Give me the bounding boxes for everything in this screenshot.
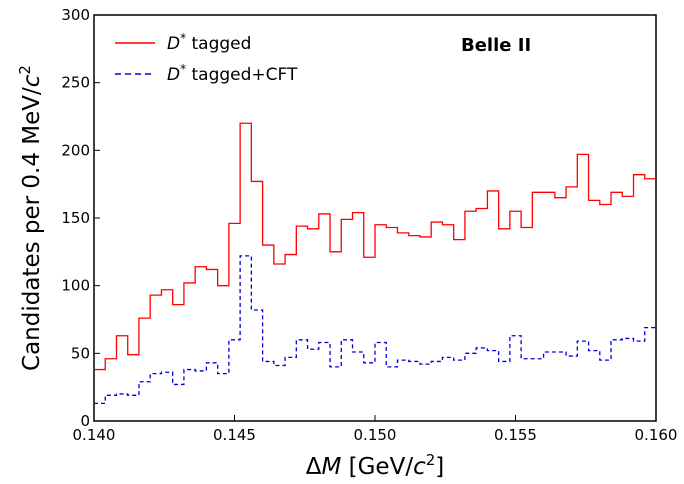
legend-label-d-star-tagged-cft: D* tagged+CFT xyxy=(167,62,298,85)
x-tick-label: 0.155 xyxy=(494,426,537,444)
y-tick-label: 100 xyxy=(61,277,90,295)
y-axis: 0 50 100 150 200 250 300 xyxy=(61,6,100,430)
x-tick-label: 0.150 xyxy=(354,426,397,444)
y-tick-label: 150 xyxy=(61,209,90,227)
y-tick-label: 0 xyxy=(80,412,90,430)
y-tick-label: 250 xyxy=(61,74,90,92)
series-d-star-tagged-line xyxy=(94,122,656,371)
series-d-star-tagged-cft-line xyxy=(94,255,656,405)
y-tick-label: 200 xyxy=(61,141,90,159)
y-tick-label: 300 xyxy=(61,6,90,24)
y-tick-label: 50 xyxy=(71,344,90,362)
legend-label-d-star-tagged: D* tagged xyxy=(167,31,251,54)
x-axis: 0.140 0.145 0.150 0.155 0.160 xyxy=(73,415,678,444)
belle-ii-annotation: Belle II xyxy=(461,35,531,56)
series-layer xyxy=(94,122,656,405)
x-axis-label: ΔM [GeV/c2] xyxy=(306,451,445,480)
x-tick-label: 0.145 xyxy=(213,426,256,444)
y-axis-label: Candidates per 0.4 MeV/c2 xyxy=(16,65,45,371)
x-tick-label: 0.140 xyxy=(73,426,116,444)
x-tick-label: 0.160 xyxy=(635,426,678,444)
legend: D* tagged D* tagged+CFT xyxy=(115,31,298,85)
